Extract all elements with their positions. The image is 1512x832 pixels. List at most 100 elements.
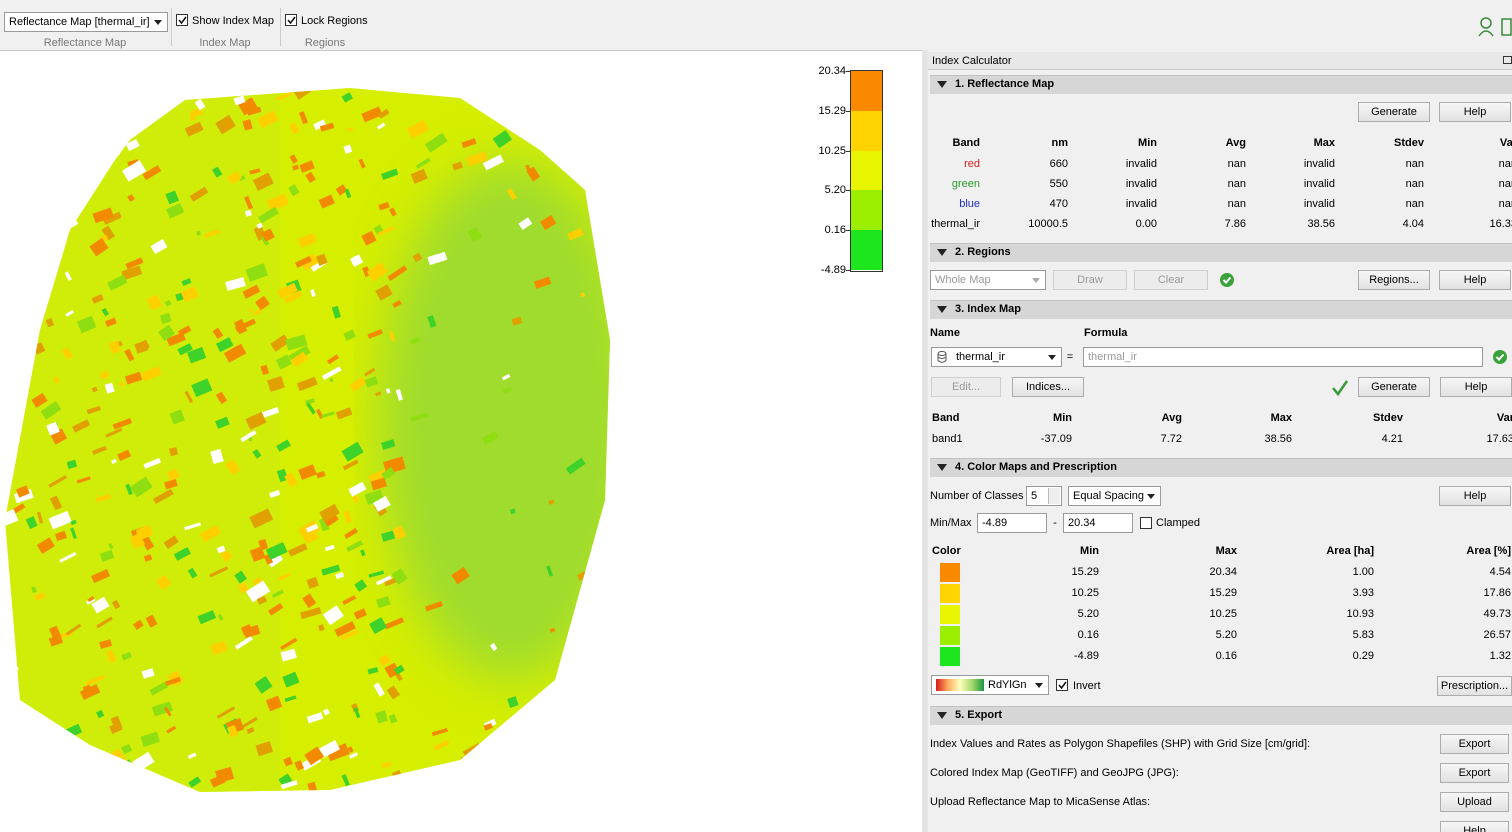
collapse-arrow <box>937 249 947 256</box>
map-patch <box>117 91 128 103</box>
map-patch <box>73 150 81 159</box>
map-view[interactable] <box>0 50 922 832</box>
map-patch <box>25 175 40 185</box>
table-cell: 17.86 <box>1401 586 1511 600</box>
map-patch <box>58 115 67 126</box>
section-title: 3. Index Map <box>955 303 1021 315</box>
map-patch <box>4 742 15 749</box>
section-header[interactable]: 3. Index Map <box>930 300 1512 319</box>
map-patch <box>500 97 522 114</box>
section-title: 4. Color Maps and Prescription <box>955 461 1117 473</box>
export-button[interactable]: Export <box>1440 763 1509 783</box>
spacing-select[interactable]: Equal Spacing <box>1068 486 1161 506</box>
formula-input[interactable]: thermal_ir <box>1083 347 1483 367</box>
map-patch <box>507 767 512 772</box>
clear-button: Clear <box>1134 270 1208 290</box>
map-patch <box>452 785 468 802</box>
help-button[interactable]: Help <box>1439 486 1511 506</box>
table-cell: 26.57 <box>1401 628 1511 642</box>
column-header: Avg <box>1072 411 1182 425</box>
help-button[interactable]: Help <box>1440 377 1512 397</box>
map-patch <box>102 767 115 779</box>
map-select[interactable]: Reflectance Map [thermal_ir] <box>4 12 168 32</box>
prescription-button[interactable]: Prescription... <box>1437 676 1512 696</box>
map-patch <box>14 119 34 134</box>
map-patch <box>23 298 38 312</box>
map-patch <box>574 770 584 776</box>
export-label: Colored Index Map (GeoTIFF) and GeoJPG (… <box>930 766 1179 780</box>
section-header[interactable]: 2. Regions <box>930 243 1512 262</box>
section-header[interactable]: 5. Export <box>930 706 1512 725</box>
class-swatch <box>940 584 960 603</box>
map-patch <box>595 98 614 112</box>
class-swatch <box>940 563 960 582</box>
map-patch <box>539 113 546 119</box>
map-patch <box>9 358 24 374</box>
table-cell: 10.93 <box>1264 607 1374 621</box>
map-patch <box>11 169 18 176</box>
legend-label: 10.25 <box>796 144 846 158</box>
column-header: Band <box>932 411 960 425</box>
map-patch <box>70 109 86 122</box>
collapse-arrow <box>937 81 947 88</box>
generate-button[interactable]: Generate <box>1358 102 1430 122</box>
map-patch <box>528 725 548 741</box>
map-patch <box>66 179 87 194</box>
help-button[interactable]: Help <box>1439 102 1511 122</box>
user-icon[interactable] <box>1478 16 1512 42</box>
column-header: Max <box>1182 411 1292 425</box>
column-header: Max <box>1127 544 1237 558</box>
index-select[interactable]: thermal_ir <box>931 347 1062 367</box>
spin-arrows[interactable] <box>1048 488 1060 504</box>
map-patch <box>564 149 572 160</box>
valid-tick <box>1331 379 1349 401</box>
indices-button[interactable]: Indices... <box>1012 377 1084 397</box>
legend-label: 15.29 <box>796 104 846 118</box>
map-patch <box>176 86 187 97</box>
map-patch <box>15 389 24 397</box>
help-button[interactable]: Help <box>1439 270 1511 290</box>
map-patch <box>531 98 539 109</box>
checkbox-label: Lock Regions <box>301 14 368 28</box>
map-patch <box>24 254 40 269</box>
group-label: Index Map <box>175 36 275 50</box>
map-patch <box>21 378 30 386</box>
min-input[interactable]: -4.89 <box>977 513 1047 533</box>
section-header[interactable]: 4. Color Maps and Prescription <box>930 458 1512 477</box>
table-cell: 10.25 <box>989 586 1099 600</box>
clamped-checkbox[interactable] <box>1140 517 1152 529</box>
check-glyph <box>177 15 187 25</box>
map-patch <box>0 731 10 739</box>
undock-icon[interactable] <box>1503 56 1512 64</box>
map-patch <box>1 666 19 678</box>
max-input[interactable]: 20.34 <box>1063 513 1133 533</box>
map-patch <box>556 777 570 788</box>
regions-button[interactable]: Regions... <box>1358 270 1430 290</box>
table-cell: nan <box>1407 177 1512 191</box>
map-patch <box>549 731 557 742</box>
export-button[interactable]: Export <box>1440 734 1509 754</box>
generate-button[interactable]: Generate <box>1358 377 1430 397</box>
map-patch <box>492 742 510 758</box>
map-patch <box>109 102 118 112</box>
group-label: Regions <box>275 36 375 50</box>
show-index-checkbox[interactable] <box>176 14 188 26</box>
lock-regions-checkbox[interactable] <box>285 14 297 26</box>
panel-titlebar <box>928 52 1512 70</box>
map-patch <box>45 239 54 247</box>
map-patch <box>5 635 12 643</box>
map-patch <box>60 119 69 129</box>
export-button[interactable]: Upload <box>1440 792 1509 812</box>
legend-tick <box>846 270 851 271</box>
map-patch <box>558 115 576 129</box>
table-cell: 0.29 <box>1264 649 1374 663</box>
map-patch <box>23 285 30 293</box>
field-label: Number of Classes <box>930 489 1024 503</box>
map-patch <box>82 769 92 780</box>
help-button[interactable]: Help <box>1440 821 1509 832</box>
invert-checkbox[interactable] <box>1056 679 1068 691</box>
section-header[interactable]: 1. Reflectance Map <box>930 75 1512 94</box>
map-image <box>0 80 640 801</box>
export-label: Index Values and Rates as Polygon Shapef… <box>930 737 1310 751</box>
legend-tick <box>846 151 851 152</box>
